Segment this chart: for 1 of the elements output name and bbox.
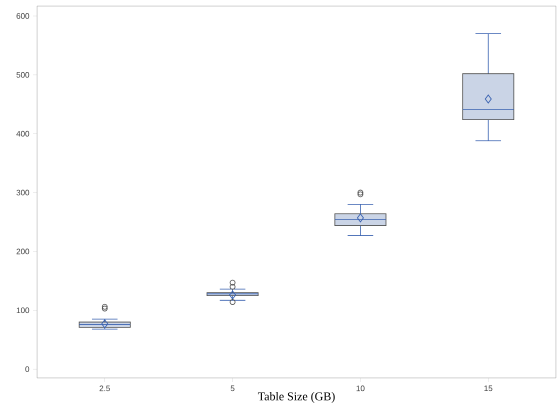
x-axis-title: Table Size (GB): [258, 392, 335, 403]
